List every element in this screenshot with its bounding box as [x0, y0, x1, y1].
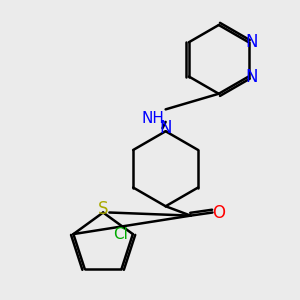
Text: N: N: [245, 33, 258, 51]
Text: S: S: [98, 200, 108, 218]
Text: NH: NH: [142, 111, 165, 126]
Text: N: N: [159, 119, 172, 137]
Text: Cl: Cl: [113, 226, 128, 242]
Text: N: N: [245, 68, 258, 85]
Text: O: O: [212, 203, 225, 221]
